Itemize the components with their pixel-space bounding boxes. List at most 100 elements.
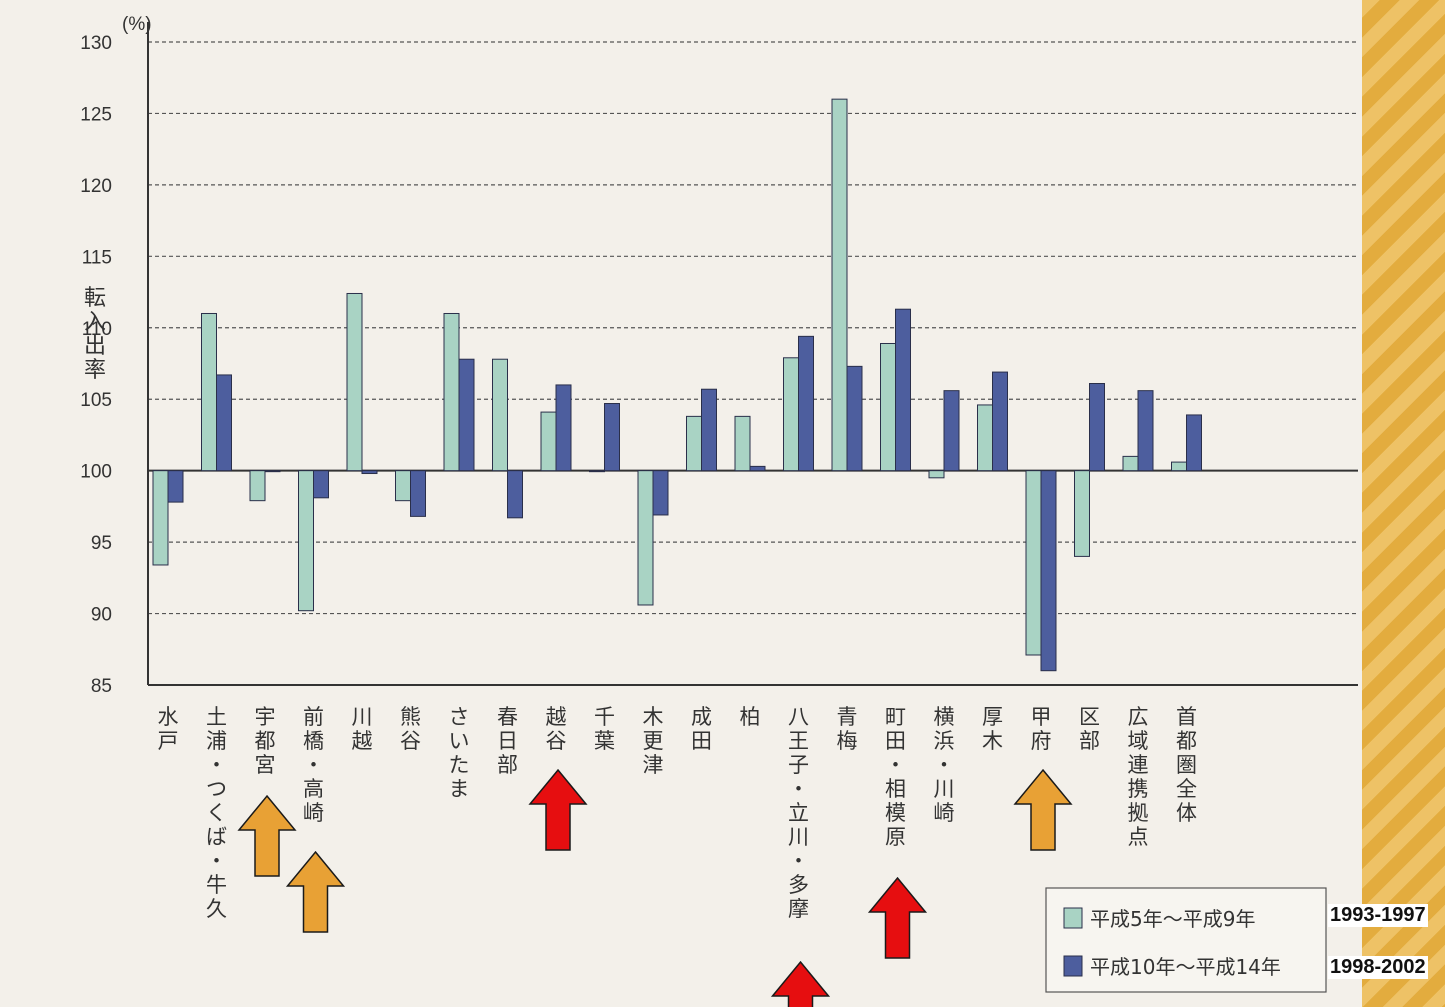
category-label: 厚木 [982,705,1003,753]
bar-2-17 [992,371,1008,472]
arrow-0 [237,794,297,877]
y-tick-label: 110 [82,319,112,340]
bar-2-3 [313,470,329,499]
category-label: 横浜・川崎 [934,705,955,825]
bar-2-8 [555,384,572,472]
category-label: 春日部 [497,705,518,777]
bar-1-19 [1074,470,1090,557]
bar-1-17 [977,404,993,472]
category-label: 越谷 [546,705,567,753]
bar-2-5 [410,470,426,517]
bar-2-11 [701,388,717,472]
y-tick-label: 90 [91,605,112,626]
grid-lines [148,41,1358,615]
category-label: さいたま [449,705,470,801]
legend-swatch-1 [1063,907,1083,929]
legend-box [1045,887,1327,993]
bar-2-18 [1040,470,1057,672]
category-label: 広域連携拠点 [1128,705,1149,849]
bar-1-11 [686,415,702,472]
bar-2-21 [1186,414,1202,472]
bar-1-0 [152,470,169,566]
bar-2-19 [1089,383,1105,472]
y-tick-label: 125 [80,104,112,125]
category-label: 川越 [352,705,373,753]
bar-2-14 [846,365,863,472]
y-tick-label: 130 [80,33,112,54]
bar-1-9 [589,470,605,473]
bar-1-13 [783,357,799,472]
bar-2-4 [361,470,378,475]
decorative-stripes [1360,0,1445,1007]
category-label: 水戸 [158,705,179,753]
bar-1-16 [928,470,945,479]
category-label: 千葉 [594,705,615,753]
bar-1-15 [880,342,896,472]
bar-2-6 [458,358,475,472]
bar-1-3 [298,470,314,612]
bar-2-7 [507,470,523,519]
bar-1-18 [1025,470,1042,656]
y-tick-label: 100 [80,462,112,483]
bar-2-2 [264,470,281,473]
bars [152,98,1202,672]
category-label: 甲府 [1031,705,1052,753]
bar-1-7 [492,358,508,472]
y-tick-label: 120 [80,176,112,197]
bar-2-16 [943,390,960,472]
bar-1-14 [831,98,848,472]
bar-1-6 [443,312,460,472]
bar-2-0 [167,470,184,503]
category-label: 熊谷 [400,705,421,753]
category-label: 成田 [691,705,712,753]
arrow-3 [770,960,831,1007]
arrow-5 [1013,768,1073,851]
y-axis: 85 90 95 100 105 110 115 120 125 130 (%) 転入出率 [80,14,1358,697]
period-label-1: 1993-1997 [1328,904,1428,927]
y-tick-label: 95 [91,533,112,554]
bar-2-12 [749,465,766,472]
category-label: 八王子・立川・多摩 [788,705,809,921]
category-label: 前橋・高崎 [303,705,324,825]
category-label: 首都圏全体 [1176,705,1197,825]
bar-1-5 [395,470,411,502]
bar-1-4 [346,292,363,472]
bar-1-20 [1122,455,1139,472]
bar-1-8 [540,411,557,472]
bar-1-1 [201,312,217,472]
category-label: 町田・相模原 [885,705,906,849]
unit-label: (%) [122,14,152,35]
period-label-2: 1998-2002 [1328,956,1428,979]
category-label: 木更津 [643,705,664,777]
legend-swatch-2 [1063,955,1083,977]
y-tick-label: 105 [80,390,112,411]
chart-background [0,0,1362,1007]
legend-label-2: 平成10年〜平成14年 [1090,955,1281,979]
category-label: 青梅 [837,705,858,753]
category-label: 柏 [740,705,761,729]
y-tick-label: 85 [91,676,112,697]
category-label: 区部 [1079,705,1100,753]
bar-2-15 [895,308,911,472]
bar-2-20 [1137,390,1154,472]
arrow-2 [528,768,588,851]
legend-label-1: 平成5年〜平成9年 [1090,907,1255,931]
bar-1-10 [637,470,654,606]
arrow-4 [867,876,928,959]
bar-2-10 [652,470,669,516]
bar-1-12 [734,415,751,472]
bar-1-2 [249,470,266,502]
category-label: 土浦・つくば・牛久 [206,705,227,921]
bar-2-13 [798,335,814,472]
arrow-1 [285,850,346,933]
bar-2-1 [216,374,232,472]
y-axis-title: 転入出率 [84,286,106,383]
category-label: 宇都宮 [255,705,276,777]
bar-1-21 [1171,461,1187,472]
y-tick-label: 115 [82,247,112,268]
bar-2-9 [604,403,620,472]
annotation-arrows [237,768,1073,1007]
